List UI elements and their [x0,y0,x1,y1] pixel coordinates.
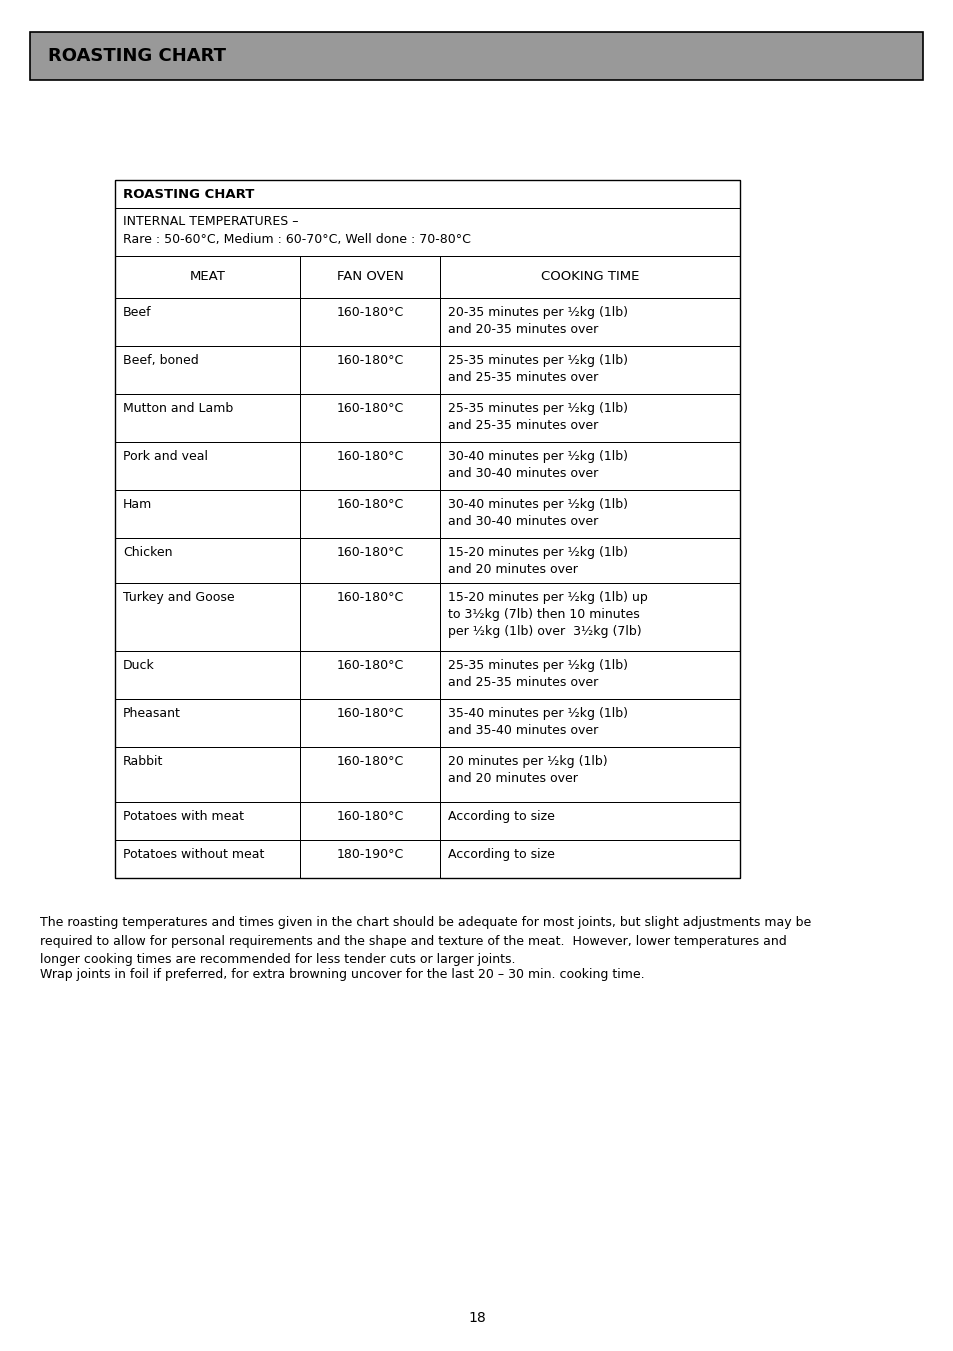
Text: Beef: Beef [123,305,152,319]
Text: 25-35 minutes per ½kg (1lb)
and 25-35 minutes over: 25-35 minutes per ½kg (1lb) and 25-35 mi… [448,403,627,432]
Bar [115,747,299,802]
Bar [299,651,439,698]
Bar [439,747,740,802]
Text: Beef, boned: Beef, boned [123,354,198,367]
Text: 18: 18 [468,1310,485,1325]
Bar [299,747,439,802]
Text: Rabbit: Rabbit [123,755,163,767]
Bar [115,346,299,394]
Bar [439,538,740,584]
Bar [115,442,299,490]
Bar [299,442,439,490]
Bar [299,490,439,538]
Text: Pheasant: Pheasant [123,707,181,720]
Bar [439,255,740,299]
Bar [115,255,299,299]
Bar [439,346,740,394]
Bar [439,698,740,747]
Text: Turkey and Goose: Turkey and Goose [123,590,234,604]
Text: 160-180°C: 160-180°C [336,811,403,823]
Bar [115,180,740,878]
Bar [439,394,740,442]
Text: 20 minutes per ½kg (1lb)
and 20 minutes over: 20 minutes per ½kg (1lb) and 20 minutes … [448,755,607,785]
Bar [439,442,740,490]
Bar [30,32,923,80]
Bar [299,802,439,840]
Text: 160-180°C: 160-180°C [336,659,403,671]
Bar [299,394,439,442]
Text: 35-40 minutes per ½kg (1lb)
and 35-40 minutes over: 35-40 minutes per ½kg (1lb) and 35-40 mi… [448,707,627,736]
Text: 160-180°C: 160-180°C [336,546,403,559]
Text: 25-35 minutes per ½kg (1lb)
and 25-35 minutes over: 25-35 minutes per ½kg (1lb) and 25-35 mi… [448,659,627,689]
Bar [115,299,299,346]
Text: Potatoes with meat: Potatoes with meat [123,811,244,823]
Bar [115,651,299,698]
Bar [115,538,299,584]
Bar [115,584,299,651]
Text: INTERNAL TEMPERATURES –
Rare : 50-60°C, Medium : 60-70°C, Well done : 70-80°C: INTERNAL TEMPERATURES – Rare : 50-60°C, … [123,215,471,246]
Bar [439,299,740,346]
Bar [115,180,740,208]
Text: 160-180°C: 160-180°C [336,755,403,767]
Bar [299,299,439,346]
Bar [439,490,740,538]
Bar [299,346,439,394]
Text: Duck: Duck [123,659,154,671]
Text: Wrap joints in foil if preferred, for extra browning uncover for the last 20 – 3: Wrap joints in foil if preferred, for ex… [40,969,644,981]
Bar [439,802,740,840]
Text: 160-180°C: 160-180°C [336,590,403,604]
Text: 25-35 minutes per ½kg (1lb)
and 25-35 minutes over: 25-35 minutes per ½kg (1lb) and 25-35 mi… [448,354,627,384]
Text: 160-180°C: 160-180°C [336,403,403,415]
Bar [115,698,299,747]
Text: Pork and veal: Pork and veal [123,450,208,463]
Text: 160-180°C: 160-180°C [336,305,403,319]
Bar [115,840,299,878]
Bar [299,255,439,299]
Bar [115,490,299,538]
Bar [439,584,740,651]
Bar [299,538,439,584]
Text: 20-35 minutes per ½kg (1lb)
and 20-35 minutes over: 20-35 minutes per ½kg (1lb) and 20-35 mi… [448,305,627,336]
Text: 160-180°C: 160-180°C [336,354,403,367]
Text: According to size: According to size [448,848,555,861]
Bar [299,584,439,651]
Text: ROASTING CHART: ROASTING CHART [48,47,226,65]
Bar [439,840,740,878]
Text: 30-40 minutes per ½kg (1lb)
and 30-40 minutes over: 30-40 minutes per ½kg (1lb) and 30-40 mi… [448,450,627,480]
Text: 160-180°C: 160-180°C [336,450,403,463]
Bar [439,651,740,698]
Text: COOKING TIME: COOKING TIME [540,270,639,284]
Text: 160-180°C: 160-180°C [336,707,403,720]
Text: Ham: Ham [123,499,152,511]
Text: Mutton and Lamb: Mutton and Lamb [123,403,233,415]
Bar [299,840,439,878]
Bar [115,802,299,840]
Text: MEAT: MEAT [190,270,225,284]
Bar [115,394,299,442]
Text: Chicken: Chicken [123,546,172,559]
Text: 15-20 minutes per ½kg (1lb) up
to 3½kg (7lb) then 10 minutes
per ½kg (1lb) over : 15-20 minutes per ½kg (1lb) up to 3½kg (… [448,590,647,638]
Text: Potatoes without meat: Potatoes without meat [123,848,264,861]
Text: According to size: According to size [448,811,555,823]
Bar [115,208,740,255]
Text: 180-190°C: 180-190°C [336,848,403,861]
Text: The roasting temperatures and times given in the chart should be adequate for mo: The roasting temperatures and times give… [40,916,810,966]
Text: 15-20 minutes per ½kg (1lb)
and 20 minutes over: 15-20 minutes per ½kg (1lb) and 20 minut… [448,546,627,576]
Text: 160-180°C: 160-180°C [336,499,403,511]
Text: 30-40 minutes per ½kg (1lb)
and 30-40 minutes over: 30-40 minutes per ½kg (1lb) and 30-40 mi… [448,499,627,528]
Text: FAN OVEN: FAN OVEN [336,270,403,284]
Bar [299,698,439,747]
Text: ROASTING CHART: ROASTING CHART [123,188,254,200]
